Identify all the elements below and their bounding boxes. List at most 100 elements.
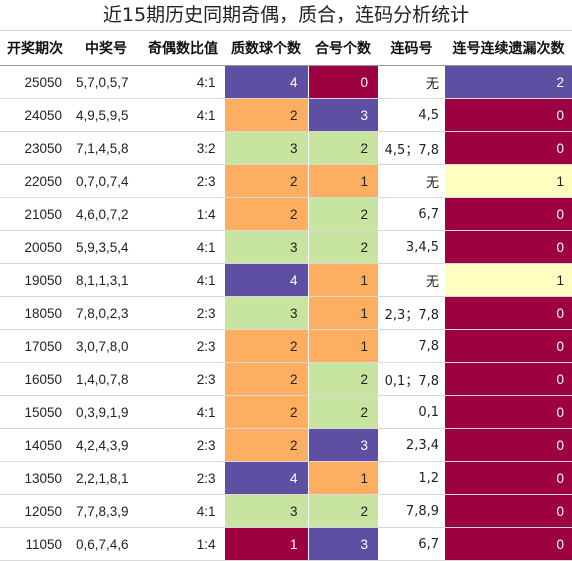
cell-numbers: 8,1,1,3,1 [70, 263, 142, 297]
cell-period: 21050 [0, 197, 70, 231]
cell-consecutive-miss: 1 [445, 164, 572, 198]
cell-period: 24050 [0, 98, 70, 132]
table-row: 12050 7,7,8,3,9 4:1 3 2 7,8,9 0 [0, 494, 572, 528]
cell-period: 18050 [0, 296, 70, 330]
cell-period: 20050 [0, 230, 70, 264]
cell-period: 13050 [0, 461, 70, 495]
cell-consecutive: 0,1 [378, 395, 445, 429]
cell-consecutive-miss: 2 [445, 65, 572, 99]
cell-consecutive: 7,8 [378, 329, 445, 363]
cell-period: 17050 [0, 329, 70, 363]
cell-consecutive: 无 [378, 164, 445, 198]
cell-period: 11050 [0, 527, 70, 561]
cell-consecutive-miss: 0 [445, 329, 572, 363]
cell-prime-count: 2 [223, 329, 308, 363]
cell-consecutive: 4,5；7,8 [378, 131, 445, 165]
cell-consecutive: 2,3,4 [378, 428, 445, 462]
table-row: 21050 4,6,0,7,2 1:4 2 2 6,7 0 [0, 197, 572, 231]
cell-prime-count: 3 [223, 131, 308, 165]
cell-numbers: 4,6,0,7,2 [70, 197, 142, 231]
page-title: 近15期历史同期奇偶，质合，连码分析统计 [0, 0, 572, 31]
cell-numbers: 0,3,9,1,9 [70, 395, 142, 429]
cell-odd-even-ratio: 4:1 [142, 98, 224, 132]
cell-numbers: 4,9,5,9,5 [70, 98, 142, 132]
cell-composite-count: 1 [307, 296, 378, 330]
cell-composite-count: 2 [307, 230, 378, 264]
header-consecutive: 连码号 [378, 31, 445, 66]
cell-consecutive: 0,1；7,8 [378, 362, 445, 396]
cell-consecutive-miss: 0 [445, 527, 572, 561]
cell-numbers: 5,9,3,5,4 [70, 230, 142, 264]
cell-numbers: 1,4,0,7,8 [70, 362, 142, 396]
cell-odd-even-ratio: 4:1 [142, 395, 224, 429]
cell-consecutive-miss: 0 [445, 428, 572, 462]
cell-prime-count: 4 [223, 461, 308, 495]
table-row: 17050 3,0,7,8,0 2:3 2 1 7,8 0 [0, 329, 572, 363]
cell-numbers: 4,2,4,3,9 [70, 428, 142, 462]
table-row: 11050 0,6,7,4,6 1:4 1 3 6,7 0 [0, 527, 572, 561]
cell-consecutive: 无 [378, 65, 445, 99]
cell-consecutive-miss: 0 [445, 362, 572, 396]
cell-consecutive: 2,3；7,8 [378, 296, 445, 330]
cell-consecutive-miss: 0 [445, 461, 572, 495]
cell-consecutive-miss: 0 [445, 494, 572, 528]
cell-consecutive-miss: 0 [445, 131, 572, 165]
cell-period: 15050 [0, 395, 70, 429]
table-row: 19050 8,1,1,3,1 4:1 4 1 无 1 [0, 263, 572, 297]
cell-odd-even-ratio: 2:3 [142, 428, 224, 462]
cell-prime-count: 3 [223, 494, 308, 528]
cell-numbers: 7,1,4,5,8 [70, 131, 142, 165]
cell-period: 22050 [0, 164, 70, 198]
cell-consecutive: 6,7 [378, 527, 445, 561]
table-row: 22050 0,7,0,7,4 2:3 2 1 无 1 [0, 164, 572, 198]
cell-numbers: 0,6,7,4,6 [70, 527, 142, 561]
cell-prime-count: 2 [223, 98, 308, 132]
table-row: 16050 1,4,0,7,8 2:3 2 2 0,1；7,8 0 [0, 362, 572, 396]
cell-prime-count: 3 [223, 230, 308, 264]
cell-consecutive: 4,5 [378, 98, 445, 132]
header-numbers: 中奖号 [70, 31, 142, 66]
cell-composite-count: 3 [307, 527, 378, 561]
header-period: 开奖期次 [0, 31, 70, 66]
cell-consecutive-miss: 0 [445, 230, 572, 264]
cell-consecutive-miss: 0 [445, 197, 572, 231]
cell-composite-count: 2 [307, 362, 378, 396]
table-row: 18050 7,8,0,2,3 2:3 3 1 2,3；7,8 0 [0, 296, 572, 330]
cell-consecutive: 1,2 [378, 461, 445, 495]
cell-consecutive-miss: 0 [445, 98, 572, 132]
cell-odd-even-ratio: 2:3 [142, 461, 224, 495]
cell-prime-count: 4 [223, 263, 308, 297]
cell-prime-count: 2 [223, 428, 308, 462]
header-composite-count: 合号个数 [308, 31, 378, 66]
cell-period: 16050 [0, 362, 70, 396]
cell-odd-even-ratio: 2:3 [142, 296, 224, 330]
cell-odd-even-ratio: 2:3 [142, 362, 224, 396]
cell-composite-count: 2 [307, 395, 378, 429]
cell-composite-count: 1 [307, 164, 378, 198]
header-row: 开奖期次 中奖号 奇偶数比值 质数球个数 合号个数 连码号 连号连续遗漏次数 [0, 31, 572, 66]
cell-consecutive: 6,7 [378, 197, 445, 231]
cell-consecutive: 7,8,9 [378, 494, 445, 528]
header-consecutive-miss: 连号连续遗漏次数 [445, 31, 572, 66]
cell-prime-count: 2 [223, 164, 308, 198]
header-prime-count: 质数球个数 [224, 31, 308, 66]
cell-composite-count: 2 [307, 131, 378, 165]
cell-prime-count: 4 [223, 65, 308, 99]
cell-odd-even-ratio: 1:4 [142, 527, 224, 561]
cell-prime-count: 3 [223, 296, 308, 330]
cell-odd-even-ratio: 3:2 [142, 131, 224, 165]
cell-composite-count: 2 [307, 197, 378, 231]
cell-consecutive-miss: 1 [445, 263, 572, 297]
table-row: 20050 5,9,3,5,4 4:1 3 2 3,4,5 0 [0, 230, 572, 264]
cell-consecutive-miss: 0 [445, 395, 572, 429]
table-row: 23050 7,1,4,5,8 3:2 3 2 4,5；7,8 0 [0, 131, 572, 165]
cell-composite-count: 3 [307, 428, 378, 462]
cell-consecutive: 3,4,5 [378, 230, 445, 264]
table-row: 13050 2,2,1,8,1 2:3 4 1 1,2 0 [0, 461, 572, 495]
cell-consecutive: 无 [378, 263, 445, 297]
cell-odd-even-ratio: 2:3 [142, 164, 224, 198]
table-row: 15050 0,3,9,1,9 4:1 2 2 0,1 0 [0, 395, 572, 429]
cell-consecutive-miss: 0 [445, 296, 572, 330]
table-row: 14050 4,2,4,3,9 2:3 2 3 2,3,4 0 [0, 428, 572, 462]
cell-period: 23050 [0, 131, 70, 165]
